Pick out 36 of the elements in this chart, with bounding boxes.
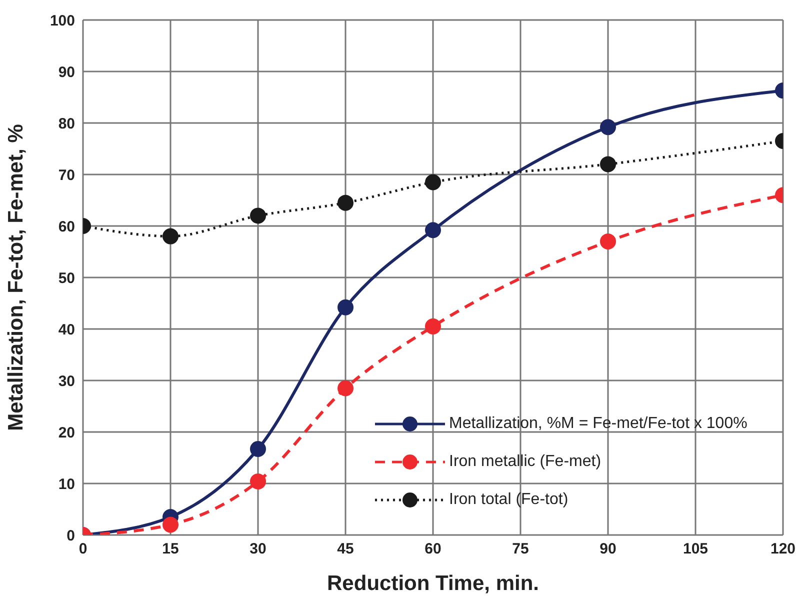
point [338, 299, 354, 316]
point [250, 208, 266, 224]
point [600, 156, 616, 172]
x-axis-title: Reduction Time, min. [327, 572, 539, 595]
y-tick-label: 60 [58, 218, 75, 236]
x-tick-label: 0 [78, 540, 88, 558]
x-tick-label: 60 [424, 540, 442, 558]
x-tick-label: 45 [337, 540, 354, 558]
y-axis-title: Metallization, Fe-tot, Fe-met, % [4, 124, 28, 431]
x-tick-label: 90 [600, 540, 616, 558]
y-tick-label: 0 [66, 527, 75, 544]
y-tick-label: 20 [58, 424, 75, 442]
y-tick-label: 50 [58, 270, 75, 287]
y-tick-label: 70 [58, 166, 75, 184]
point [250, 473, 266, 490]
point [425, 318, 441, 334]
x-tick-label: 75 [512, 540, 529, 558]
y-tick-label: 10 [58, 476, 75, 493]
point [338, 380, 354, 396]
point [162, 516, 178, 533]
point [600, 233, 616, 250]
x-tick-label: 30 [250, 540, 266, 558]
y-tick-label: 30 [58, 372, 75, 390]
y-tick-label: 40 [58, 321, 75, 338]
point [162, 228, 178, 244]
point [338, 194, 354, 211]
y-tick-label: 80 [58, 115, 75, 132]
x-tick-label: 120 [770, 540, 796, 558]
x-tick-label: 15 [162, 540, 179, 558]
point [425, 174, 441, 190]
point [600, 119, 616, 136]
y-tick-label: 90 [58, 64, 75, 81]
point [250, 440, 266, 457]
y-tick-label: 100 [50, 12, 75, 30]
point [425, 222, 441, 238]
x-tick-label: 105 [682, 540, 708, 558]
